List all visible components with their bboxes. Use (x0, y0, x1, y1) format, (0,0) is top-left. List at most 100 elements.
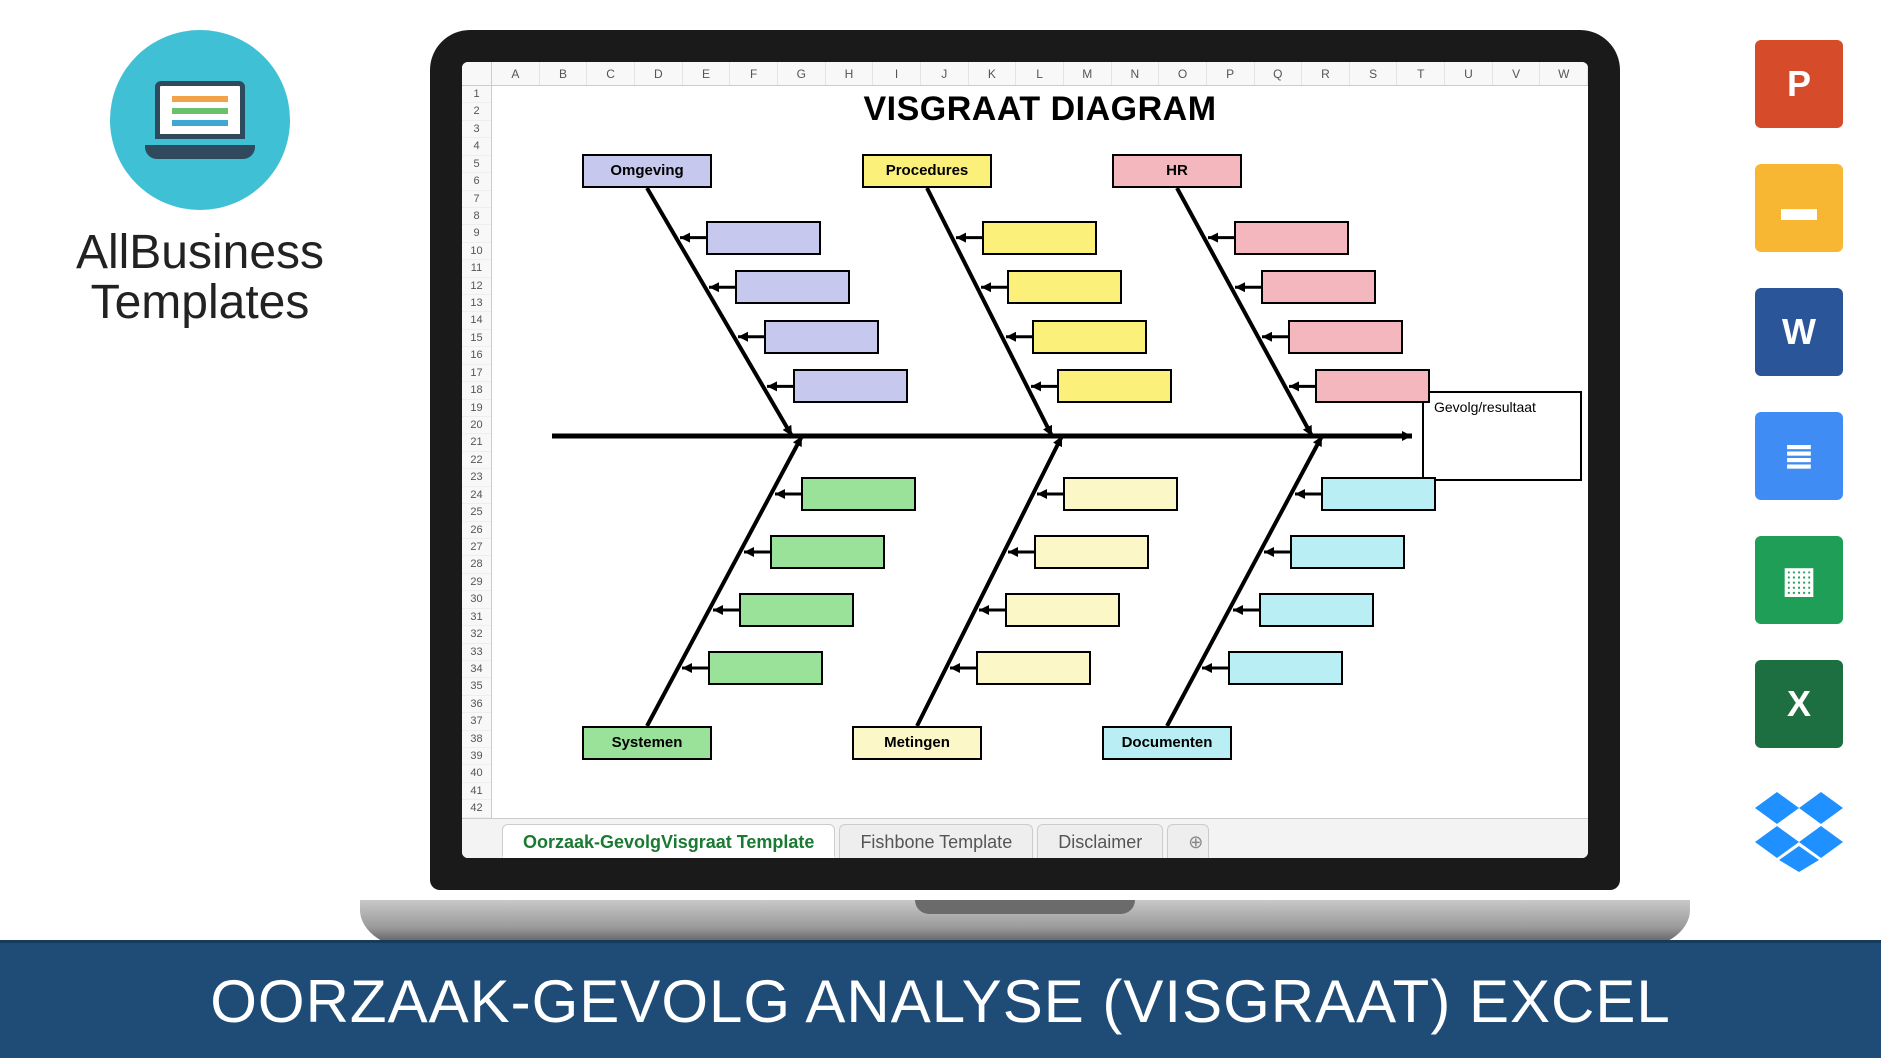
sheet-tab[interactable]: Oorzaak-GevolgVisgraat Template (502, 824, 835, 858)
cause-documenten-3[interactable] (1290, 535, 1405, 569)
row-header[interactable]: 26 (462, 522, 491, 539)
cause-procedures-3[interactable] (1032, 320, 1147, 354)
column-header[interactable]: V (1493, 62, 1541, 85)
column-header[interactable]: U (1445, 62, 1493, 85)
row-header[interactable]: 35 (462, 678, 491, 695)
row-header[interactable]: 15 (462, 330, 491, 347)
cause-systemen-1[interactable] (708, 651, 823, 685)
row-header[interactable]: 28 (462, 556, 491, 573)
row-header[interactable]: 17 (462, 365, 491, 382)
result-box[interactable]: Gevolg/resultaat (1422, 391, 1582, 481)
row-header[interactable]: 9 (462, 225, 491, 242)
cause-metingen-3[interactable] (1034, 535, 1149, 569)
row-header[interactable]: 12 (462, 278, 491, 295)
category-metingen[interactable]: Metingen (852, 726, 982, 760)
column-header[interactable]: B (540, 62, 588, 85)
row-header[interactable]: 13 (462, 295, 491, 312)
category-hr[interactable]: HR (1112, 154, 1242, 188)
row-header[interactable]: 8 (462, 208, 491, 225)
sheet-tab[interactable]: Disclaimer (1037, 824, 1163, 858)
cause-procedures-2[interactable] (1007, 270, 1122, 304)
row-header[interactable]: 30 (462, 591, 491, 608)
column-header[interactable]: W (1540, 62, 1588, 85)
gdocs-icon[interactable]: ≣ (1755, 412, 1843, 500)
cause-metingen-4[interactable] (1063, 477, 1178, 511)
row-header[interactable]: 39 (462, 748, 491, 765)
cause-systemen-4[interactable] (801, 477, 916, 511)
cause-omgeving-2[interactable] (735, 270, 850, 304)
column-header[interactable]: F (730, 62, 778, 85)
row-header[interactable]: 42 (462, 800, 491, 817)
word-icon[interactable]: W (1755, 288, 1843, 376)
cause-documenten-1[interactable] (1228, 651, 1343, 685)
cause-procedures-1[interactable] (982, 221, 1097, 255)
column-header[interactable]: P (1207, 62, 1255, 85)
row-header[interactable]: 20 (462, 417, 491, 434)
row-header[interactable]: 4 (462, 138, 491, 155)
column-header[interactable]: H (826, 62, 874, 85)
row-header[interactable]: 10 (462, 243, 491, 260)
column-header[interactable]: E (683, 62, 731, 85)
category-documenten[interactable]: Documenten (1102, 726, 1232, 760)
row-header[interactable]: 16 (462, 347, 491, 364)
row-header[interactable]: 21 (462, 434, 491, 451)
cause-omgeving-3[interactable] (764, 320, 879, 354)
column-header[interactable]: N (1112, 62, 1160, 85)
row-header[interactable]: 7 (462, 191, 491, 208)
sheet-tab[interactable]: Fishbone Template (839, 824, 1033, 858)
column-header[interactable]: T (1397, 62, 1445, 85)
cause-systemen-3[interactable] (770, 535, 885, 569)
column-header[interactable]: R (1302, 62, 1350, 85)
cause-omgeving-4[interactable] (793, 369, 908, 403)
row-header[interactable]: 18 (462, 382, 491, 399)
row-header[interactable]: 29 (462, 574, 491, 591)
row-header[interactable]: 31 (462, 609, 491, 626)
cause-hr-3[interactable] (1288, 320, 1403, 354)
add-sheet-button[interactable]: ⊕ (1167, 824, 1209, 858)
row-header[interactable]: 41 (462, 783, 491, 800)
category-procedures[interactable]: Procedures (862, 154, 992, 188)
row-header[interactable]: 23 (462, 469, 491, 486)
column-header[interactable]: J (921, 62, 969, 85)
row-header[interactable]: 25 (462, 504, 491, 521)
excel-icon[interactable]: X (1755, 660, 1843, 748)
gslides-icon[interactable]: ▬ (1755, 164, 1843, 252)
cause-metingen-1[interactable] (976, 651, 1091, 685)
column-header[interactable]: C (587, 62, 635, 85)
row-header[interactable]: 32 (462, 626, 491, 643)
row-header[interactable]: 40 (462, 765, 491, 782)
row-header[interactable]: 19 (462, 400, 491, 417)
column-header[interactable]: D (635, 62, 683, 85)
cause-omgeving-1[interactable] (706, 221, 821, 255)
row-header[interactable]: 11 (462, 260, 491, 277)
column-header[interactable]: G (778, 62, 826, 85)
cause-systemen-2[interactable] (739, 593, 854, 627)
row-header[interactable]: 33 (462, 644, 491, 661)
row-header[interactable]: 5 (462, 156, 491, 173)
gsheets-icon[interactable]: ▦ (1755, 536, 1843, 624)
cause-hr-2[interactable] (1261, 270, 1376, 304)
column-header[interactable]: M (1064, 62, 1112, 85)
row-header[interactable]: 6 (462, 173, 491, 190)
row-header[interactable]: 27 (462, 539, 491, 556)
row-header[interactable]: 38 (462, 731, 491, 748)
column-header[interactable]: K (969, 62, 1017, 85)
row-header[interactable]: 14 (462, 312, 491, 329)
category-systemen[interactable]: Systemen (582, 726, 712, 760)
column-header[interactable]: Q (1255, 62, 1303, 85)
category-omgeving[interactable]: Omgeving (582, 154, 712, 188)
powerpoint-icon[interactable]: P (1755, 40, 1843, 128)
cause-procedures-4[interactable] (1057, 369, 1172, 403)
row-header[interactable]: 37 (462, 713, 491, 730)
row-header[interactable]: 22 (462, 452, 491, 469)
column-header[interactable]: A (492, 62, 540, 85)
row-header[interactable]: 3 (462, 121, 491, 138)
column-header[interactable]: O (1159, 62, 1207, 85)
cause-documenten-4[interactable] (1321, 477, 1436, 511)
cause-hr-4[interactable] (1315, 369, 1430, 403)
row-header[interactable]: 2 (462, 103, 491, 120)
cause-documenten-2[interactable] (1259, 593, 1374, 627)
row-header[interactable]: 36 (462, 696, 491, 713)
row-header[interactable]: 24 (462, 487, 491, 504)
row-header[interactable]: 1 (462, 86, 491, 103)
